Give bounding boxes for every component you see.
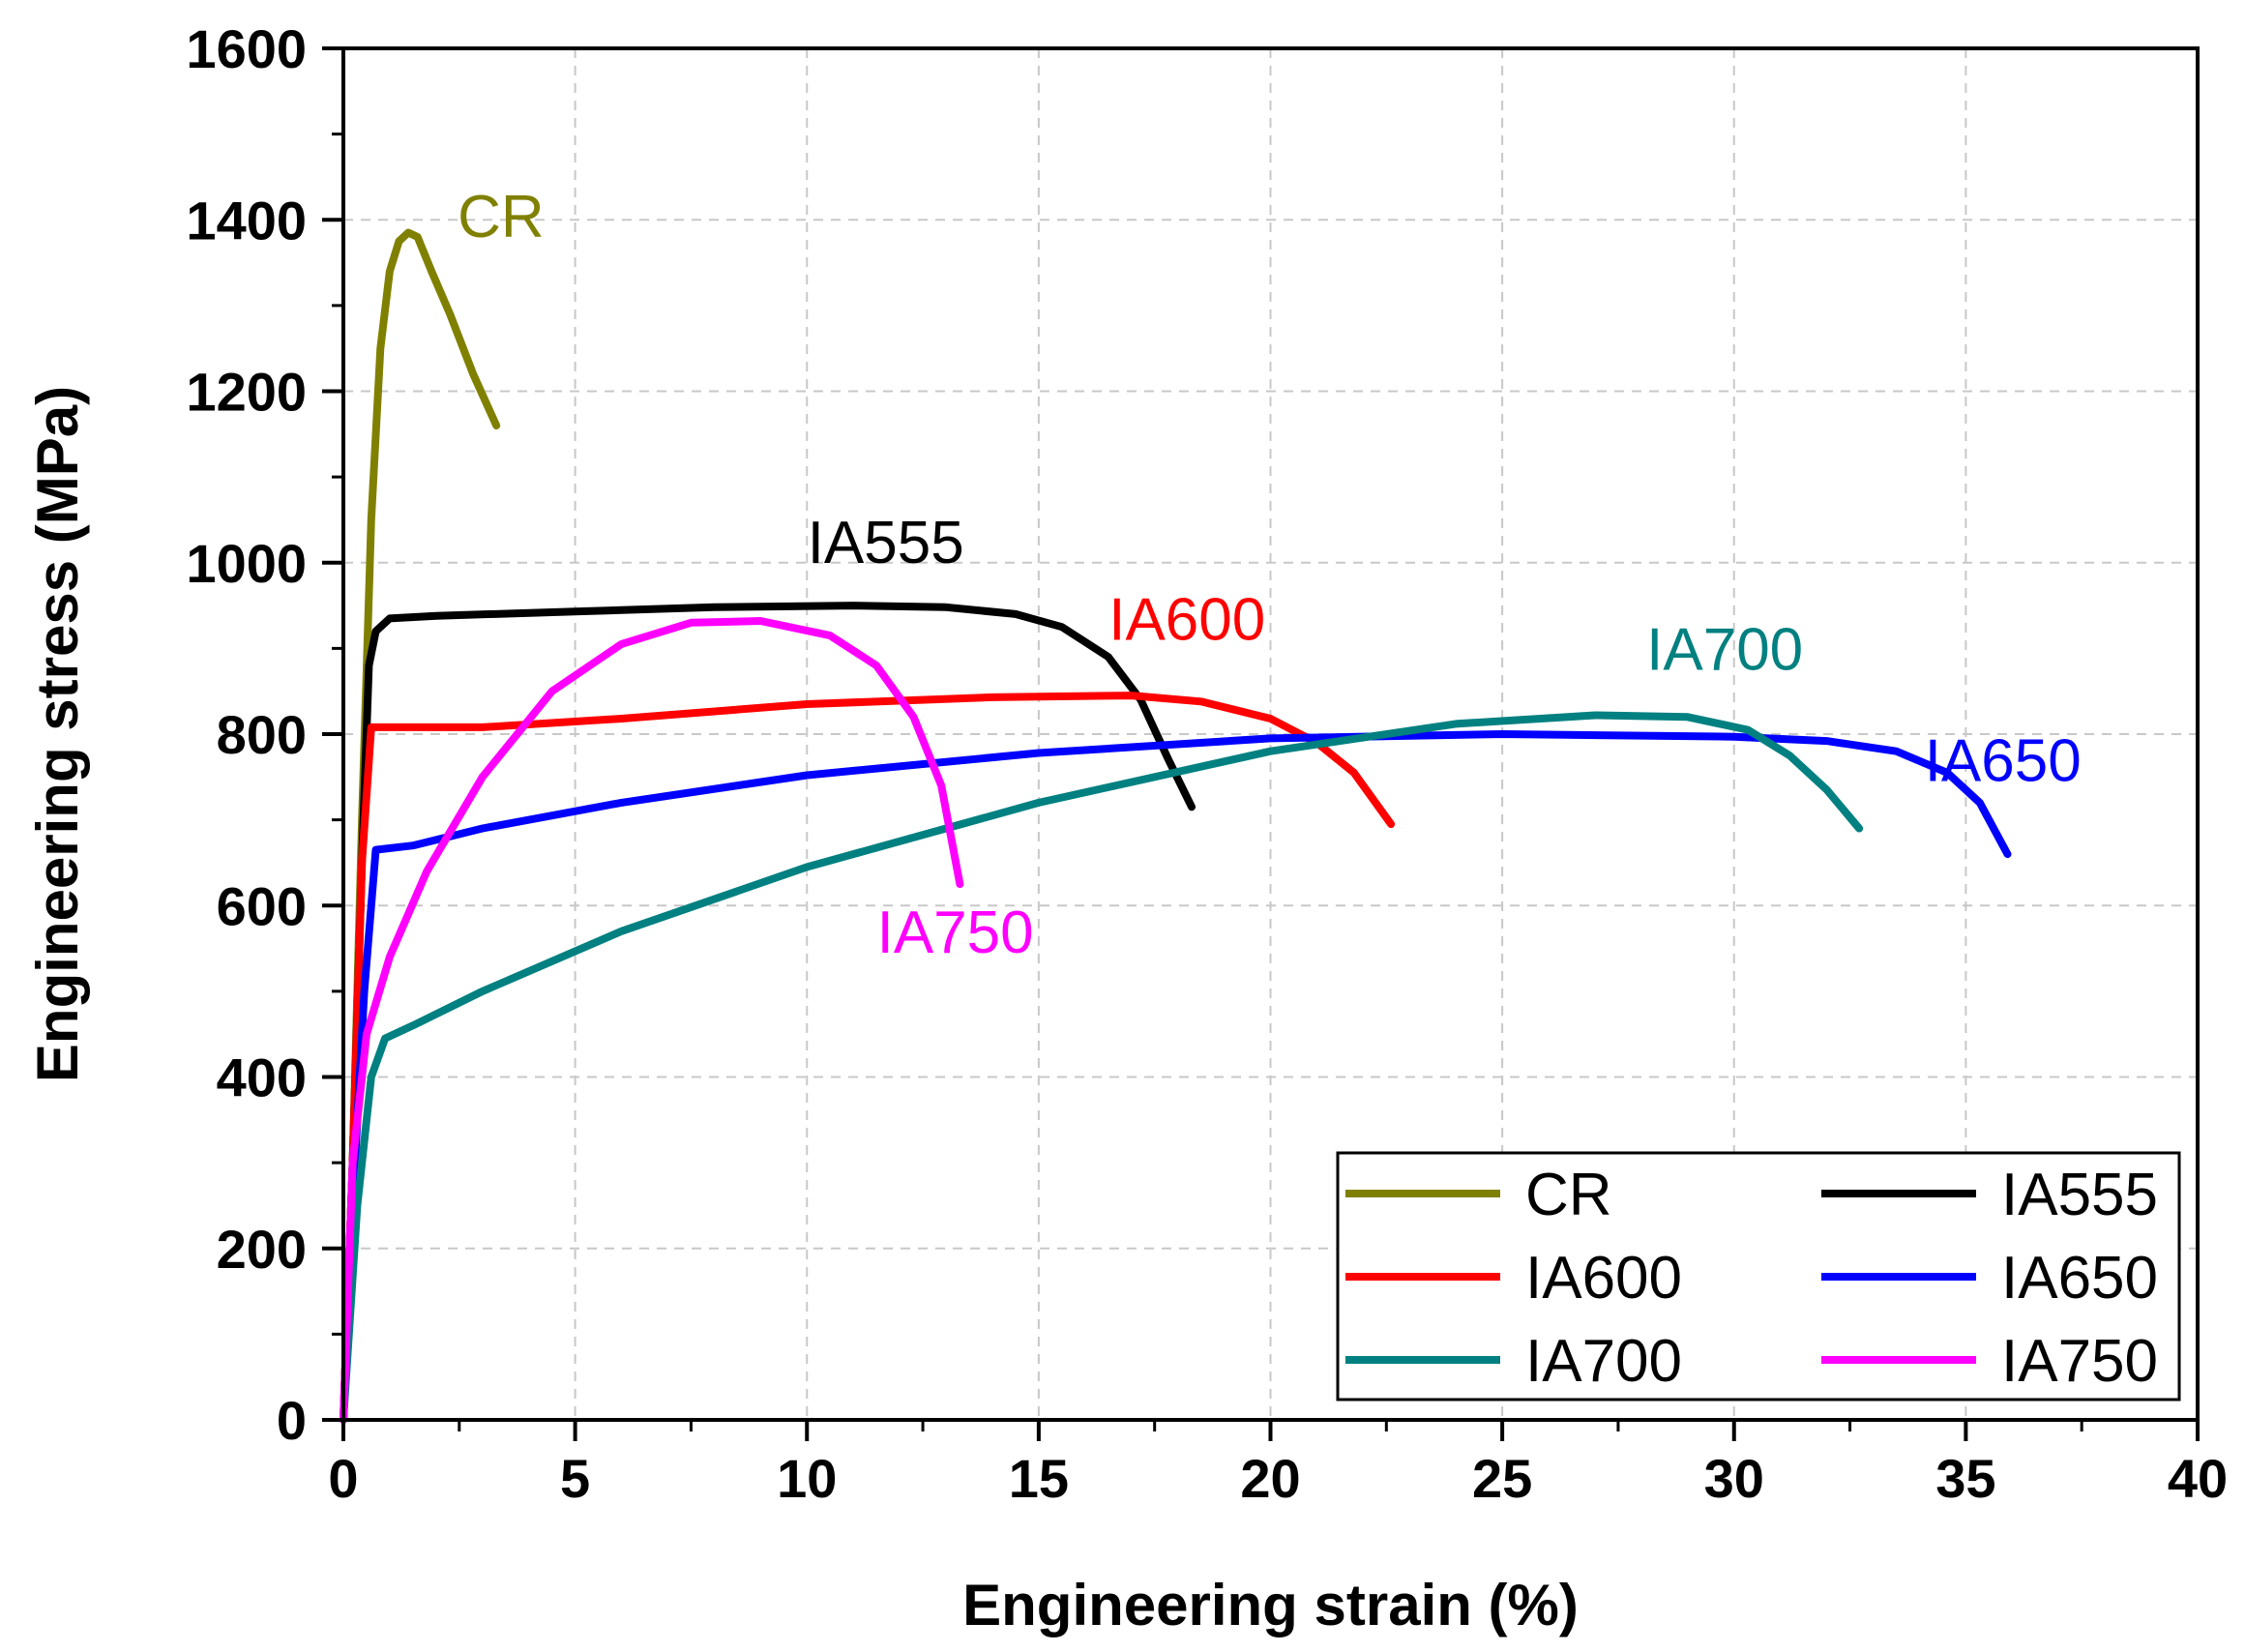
curve-label-ia555: IA555 <box>808 510 964 576</box>
y-tick-label: 200 <box>217 1219 307 1280</box>
curve-label-ia700: IA700 <box>1646 617 1803 684</box>
legend-label-ia600: IA600 <box>1525 1245 1682 1312</box>
x-tick-label: 5 <box>560 1448 590 1509</box>
tick-labels: 0 5 10 15 20 25 30 35 40020040060080010001200140… <box>186 18 2228 1509</box>
x-tick-label: 10 <box>777 1448 837 1509</box>
axis-ticks <box>322 46 2200 1441</box>
curve-label-cr: CR <box>458 184 545 251</box>
x-tick-label: 30 <box>1704 1448 1764 1509</box>
x-tick-label: 40 <box>2168 1448 2228 1509</box>
legend-label-ia650: IA650 <box>2001 1245 2158 1312</box>
y-tick-label: 600 <box>217 875 307 936</box>
series-line-ia700 <box>340 711 1864 1424</box>
x-tick-label: 20 <box>1240 1448 1300 1509</box>
curve-label-ia650: IA650 <box>1925 728 2082 795</box>
legend-label-ia700: IA700 <box>1525 1328 1682 1395</box>
y-tick-label: 1200 <box>186 362 307 423</box>
curve-labels: CR IA555 IA600 IA650 IA700 IA750 <box>458 184 2082 966</box>
y-tick-label: 800 <box>217 704 307 765</box>
x-tick-label: 35 <box>1935 1448 1995 1509</box>
legend-label-ia555: IA555 <box>2001 1162 2158 1228</box>
x-axis-title: Engineering strain (%) <box>962 1573 1579 1637</box>
x-tick-label: 25 <box>1472 1448 1532 1509</box>
curve-label-ia750: IA750 <box>877 900 1034 966</box>
legend-label-ia750: IA750 <box>2001 1328 2158 1395</box>
y-tick-label: 1400 <box>186 190 307 251</box>
x-tick-label: 15 <box>1009 1448 1069 1509</box>
x-tick-label: 0 <box>328 1448 358 1509</box>
y-axis-title: Engineering stress (MPa) <box>25 386 90 1082</box>
y-tick-label: 1600 <box>186 18 307 79</box>
series-line-ia750 <box>340 617 964 1424</box>
curve-label-ia600: IA600 <box>1108 587 1265 654</box>
legend-label-cr: CR <box>1525 1162 1612 1228</box>
y-tick-label: 400 <box>217 1047 307 1108</box>
series-line-ia600 <box>340 692 1396 1424</box>
legend: CR IA555 IA600 IA650 IA700 IA750 <box>1336 1151 2181 1401</box>
series-line-ia555 <box>340 602 1196 1424</box>
y-tick-label: 0 <box>277 1390 307 1451</box>
y-tick-label: 1000 <box>186 533 307 594</box>
series-line-ia650 <box>340 730 2012 1424</box>
series-lines <box>340 228 2012 1424</box>
